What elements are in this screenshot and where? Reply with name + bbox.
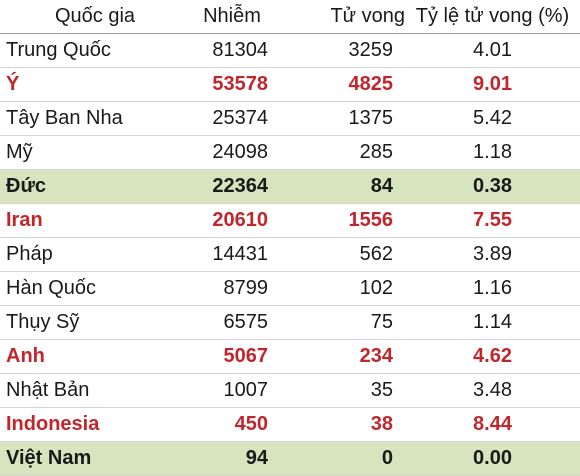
table-cell: 20610 xyxy=(190,203,280,238)
table-row: Pháp 14431 562 3.89 xyxy=(0,237,580,272)
header-cell: Tử vong xyxy=(280,0,405,34)
table-cell: Indonesia xyxy=(0,407,190,442)
table-cell: 450 xyxy=(190,407,280,442)
table-row: Ý 53578 4825 9.01 xyxy=(0,67,580,102)
table-row: Thụy Sỹ 6575 75 1.14 xyxy=(0,305,580,340)
table-cell: 75 xyxy=(280,305,405,340)
table-cell: 94 xyxy=(190,441,280,476)
table-cell: 1.16 xyxy=(405,271,580,306)
table-cell: Anh xyxy=(0,339,190,374)
table-cell: Trung Quốc xyxy=(0,33,190,68)
table-row: Hàn Quốc 8799 102 1.16 xyxy=(0,271,580,306)
table-cell: 35 xyxy=(280,373,405,408)
table-cell: 4.62 xyxy=(405,339,580,374)
table-row: Indonesia 450 38 8.44 xyxy=(0,407,580,442)
table-cell: 234 xyxy=(280,339,405,374)
table-cell: Việt Nam xyxy=(0,441,190,476)
table-cell: 25374 xyxy=(190,101,280,136)
table-row: Việt Nam 94 0 0.00 xyxy=(0,441,580,476)
table-cell: 285 xyxy=(280,135,405,170)
table-row: Nhật Bản 1007 35 3.48 xyxy=(0,373,580,408)
table-cell: 1.14 xyxy=(405,305,580,340)
table-cell: Mỹ xyxy=(0,135,190,170)
table-cell: 0.38 xyxy=(405,169,580,204)
table-cell: 3.89 xyxy=(405,237,580,272)
table-cell: 4825 xyxy=(280,67,405,102)
header-cell: Quốc gia xyxy=(0,0,190,34)
table-cell: 8799 xyxy=(190,271,280,306)
table-cell: Nhật Bản xyxy=(0,373,190,408)
table-cell: 1556 xyxy=(280,203,405,238)
table-cell: 3259 xyxy=(280,33,405,68)
table-cell: 1375 xyxy=(280,101,405,136)
table-cell: 102 xyxy=(280,271,405,306)
table-row: Iran 20610 1556 7.55 xyxy=(0,203,580,238)
table-row: Trung Quốc 81304 3259 4.01 xyxy=(0,33,580,68)
table-cell: 1.18 xyxy=(405,135,580,170)
table-cell: 1007 xyxy=(190,373,280,408)
table-row: Đức 22364 84 0.38 xyxy=(0,169,580,204)
table-cell: Hàn Quốc xyxy=(0,271,190,306)
header-cell: Nhiễm xyxy=(190,0,280,34)
table-cell: 53578 xyxy=(190,67,280,102)
table-cell: 5067 xyxy=(190,339,280,374)
table-cell: 0.00 xyxy=(405,441,580,476)
table-cell: 38 xyxy=(280,407,405,442)
table-cell: 3.48 xyxy=(405,373,580,408)
header-row: Quốc gia Nhiễm Tử vong Tỷ lệ tử vong (%) xyxy=(0,0,580,34)
table-cell: Pháp xyxy=(0,237,190,272)
table-row: Anh 5067 234 4.62 xyxy=(0,339,580,374)
table-cell: 7.55 xyxy=(405,203,580,238)
table-cell: 0 xyxy=(280,441,405,476)
header-cell: Tỷ lệ tử vong (%) xyxy=(405,0,580,34)
table-cell: Đức xyxy=(0,169,190,204)
table-cell: Tây Ban Nha xyxy=(0,101,190,136)
table-header: Quốc gia Nhiễm Tử vong Tỷ lệ tử vong (%) xyxy=(0,0,580,34)
table-cell: 4.01 xyxy=(405,33,580,68)
table-cell: 6575 xyxy=(190,305,280,340)
table-cell: 81304 xyxy=(190,33,280,68)
table-body: Trung Quốc 81304 3259 4.01 Ý 53578 4825 9.01 Tây… xyxy=(0,33,580,476)
table-cell: 14431 xyxy=(190,237,280,272)
table-cell: 9.01 xyxy=(405,67,580,102)
table-cell: 8.44 xyxy=(405,407,580,442)
table-cell: Iran xyxy=(0,203,190,238)
table-cell: 84 xyxy=(280,169,405,204)
table-cell: Ý xyxy=(0,67,190,102)
table-cell: 562 xyxy=(280,237,405,272)
table-row: Mỹ 24098 285 1.18 xyxy=(0,135,580,170)
table-row: Tây Ban Nha 25374 1375 5.42 xyxy=(0,101,580,136)
table-cell: 5.42 xyxy=(405,101,580,136)
table-cell: 22364 xyxy=(190,169,280,204)
table-cell: 24098 xyxy=(190,135,280,170)
table-cell: Thụy Sỹ xyxy=(0,305,190,340)
